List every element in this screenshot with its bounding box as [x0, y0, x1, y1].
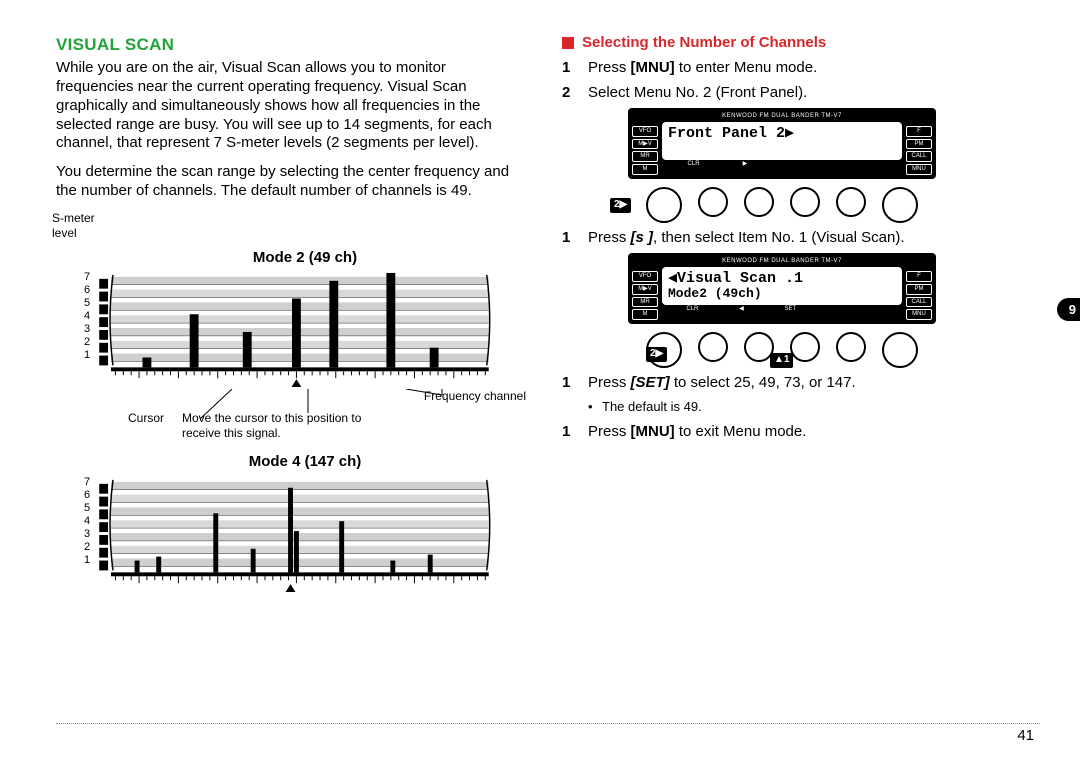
cap-cursor: Cursor	[84, 411, 164, 441]
step-2: Select Menu No. 2 (Front Panel).	[562, 84, 1002, 103]
callout-2: 2▶	[610, 198, 631, 213]
square-bullet-icon	[562, 37, 574, 49]
footer-rule	[56, 723, 1040, 724]
step-3: Press [s ], then select Item No. 1 (Visu…	[562, 229, 1002, 248]
para-1: While you are on the air, Visual Scan al…	[56, 59, 526, 153]
chart2-ylabels: 7654321	[84, 474, 90, 568]
subhead: Selecting the Number of Channels	[562, 34, 1002, 53]
radio-diagram-1: VFOM▶VMRM KENWOOD FM DUAL BANDER TM-V7 F…	[628, 108, 936, 178]
chart1-ylabels: 7654321	[84, 269, 90, 363]
para-2: You determine the scan range by selectin…	[56, 163, 526, 201]
step-1: Press [MNU] to enter Menu mode.	[562, 59, 1002, 78]
chart1	[92, 269, 492, 389]
section-title: VISUAL SCAN	[56, 34, 526, 55]
cap-mid: Move the cursor to this position to rece…	[182, 411, 378, 441]
page-number: 41	[1017, 727, 1034, 744]
step-4: Press [SET] to select 25, 49, 73, or 147…	[562, 374, 1002, 393]
callout-1: ▲1	[770, 353, 793, 368]
callout-2b: 2▶	[646, 347, 667, 362]
chart1-title: Mode 2 (49 ch)	[84, 249, 526, 268]
chart2	[92, 474, 492, 594]
smeter-label: S-meter level	[52, 211, 526, 241]
chart2-title: Mode 4 (147 ch)	[84, 453, 526, 472]
step-5: Press [MNU] to exit Menu mode.	[562, 423, 1002, 442]
step-4-note: The default is 49.	[562, 399, 1002, 415]
radio1-knobs	[632, 187, 932, 223]
radio-diagram-2: VFOM▶VMRM KENWOOD FM DUAL BANDER TM-V7 ◀…	[628, 253, 936, 323]
chapter-tab: 9	[1057, 298, 1080, 321]
cap-freq: Frequency channel	[396, 389, 526, 419]
